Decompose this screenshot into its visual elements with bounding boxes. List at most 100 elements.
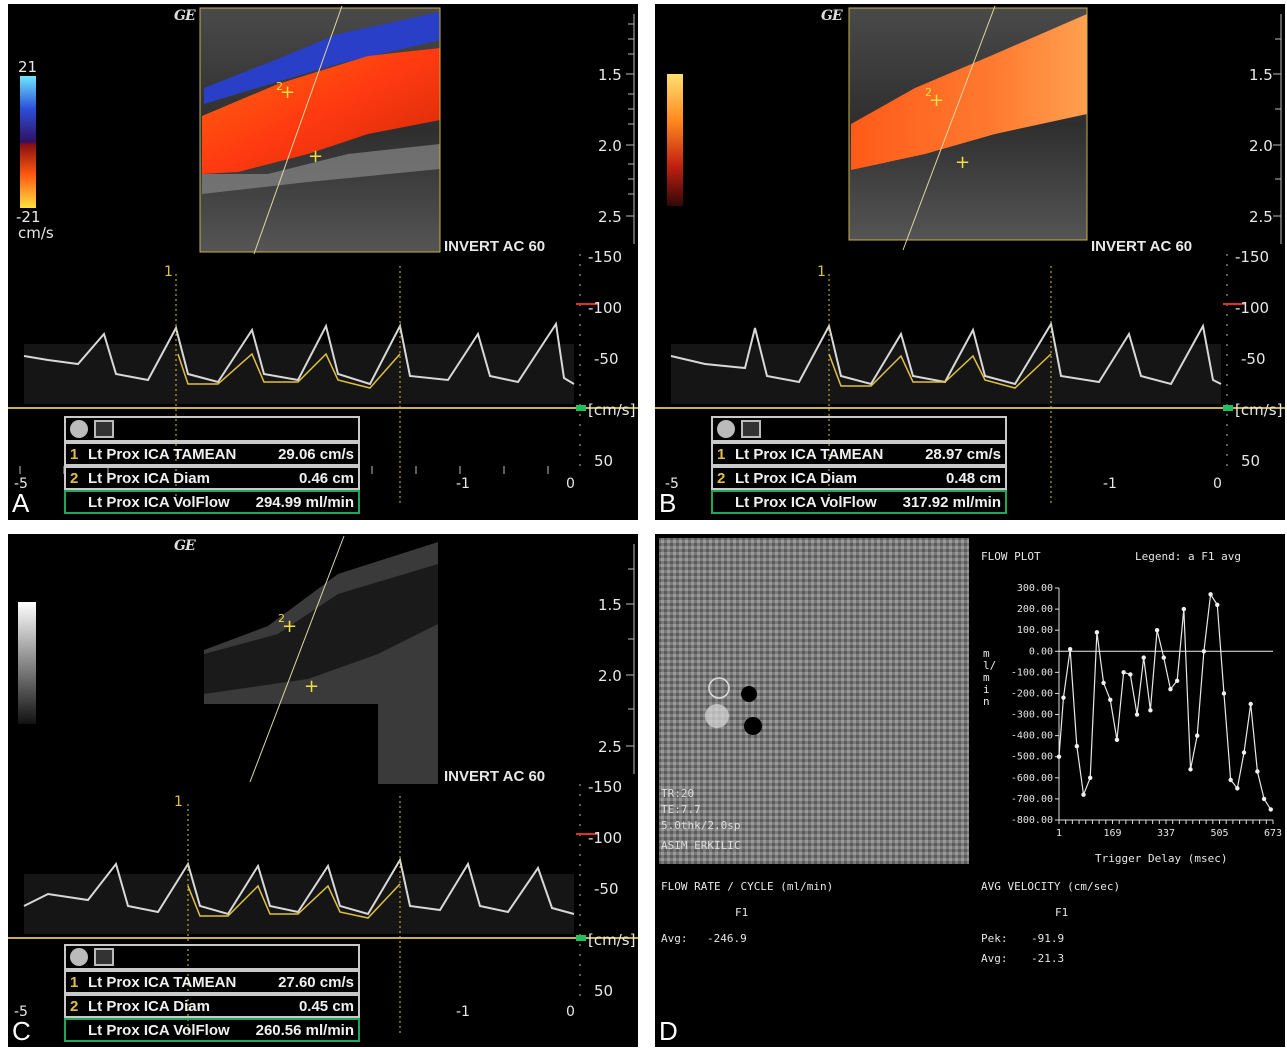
x-tick-label: 337 — [1157, 828, 1175, 839]
power-scale — [667, 74, 683, 206]
mri-flow-panel-d: TR:20 TE:7.7 5.0thk/2.0sp ASIM ERKILIC F… — [655, 534, 1285, 1047]
doppler-spectrum — [23, 857, 575, 934]
flow-data-point — [1141, 655, 1146, 660]
measurement-name: Lt Prox ICA Diam — [88, 997, 210, 1015]
velocity-label: -100 — [1235, 299, 1270, 317]
flow-data-point — [1221, 691, 1227, 696]
flow-data-point — [1128, 672, 1133, 677]
flow-data-point — [1094, 630, 1100, 635]
velocity-label: -50 — [1241, 350, 1266, 368]
mri-param: TR:20 — [661, 787, 695, 800]
report-icon[interactable] — [94, 420, 114, 438]
time-label: 0 — [566, 476, 575, 492]
measurement-name: Lt Prox ICA TAMEAN — [735, 445, 884, 463]
velocity-label: -100 — [588, 299, 623, 317]
flow-data-point — [1134, 712, 1140, 717]
flow-plot-chart: 300.00 200.00 100.00 0.00 -100.00 -200.00 -300… — [1011, 583, 1282, 839]
y-tick-label: 200.00 — [1017, 604, 1053, 615]
flow-data-point — [1215, 602, 1220, 608]
flow-data-point — [1161, 655, 1166, 660]
report-icon[interactable] — [94, 948, 114, 966]
velocity-avg-value: -21.3 — [1031, 952, 1065, 965]
velocity-label: -100 — [588, 829, 623, 847]
flow-data-point — [1188, 767, 1193, 772]
svg-text:+: + — [929, 90, 944, 111]
velocity-unit-label: [cm/s] — [588, 401, 636, 419]
measurement-toolbar — [711, 416, 1007, 442]
svg-text:+: + — [304, 676, 319, 697]
measurement-index: 2 — [70, 997, 79, 1015]
measurement-name: Lt Prox ICA VolFlow — [88, 1021, 230, 1039]
doppler-spectrum — [670, 321, 1222, 404]
flow-data-point — [1195, 733, 1200, 738]
y-axis-unit: ml/min — [983, 647, 997, 708]
measurement-toolbar — [64, 944, 360, 970]
time-label: 0 — [1213, 476, 1222, 492]
measurement-value: 0.45 cm — [298, 997, 354, 1015]
brand-logo: GE — [174, 538, 196, 554]
cursor-marker: 1 — [164, 264, 173, 280]
y-tick-label: -200.00 — [1011, 688, 1053, 699]
doppler-spectrum — [23, 321, 575, 404]
depth-label: 1.5 — [598, 596, 622, 614]
flow-data-point — [1067, 646, 1073, 652]
measurement-index: 1 — [70, 445, 79, 463]
cursor-marker: 1 — [174, 794, 183, 810]
measurement-value: 27.60 cm/s — [278, 973, 354, 991]
velocity-peak-label: Pek: — [981, 932, 1008, 945]
ultrasound-panel-b: + + 2 GE INVERT AC 60 1.5 2.0 2.5 -150 -… — [655, 4, 1285, 520]
panel-letter: B — [659, 488, 677, 518]
record-icon[interactable] — [70, 420, 88, 438]
measurement-row: 1 Lt Prox ICA TAMEAN 28.97 cm/s — [711, 442, 1007, 466]
y-tick-label: -300.00 — [1011, 710, 1053, 721]
record-icon[interactable] — [70, 948, 88, 966]
x-tick-label: 505 — [1210, 828, 1228, 839]
measurement-row: 2 Lt Prox ICA Diam 0.48 cm — [711, 466, 1007, 490]
scale-min-label: -21 — [16, 208, 41, 226]
mri-param: 5.0thk/2.0sp — [661, 819, 741, 832]
ultrasound-panel-c: + + 2 GE INVERT AC 60 1.5 2.0 2.5 -150 -… — [8, 534, 638, 1047]
measurement-value: 317.92 ml/min — [902, 493, 1001, 511]
y-tick-label: -100.00 — [1011, 667, 1053, 678]
measurement-value: 0.46 cm — [298, 469, 354, 487]
flow-data-point — [1255, 769, 1260, 774]
flow-data-point — [1056, 754, 1062, 759]
x-tick-label: 169 — [1103, 828, 1121, 839]
depth-label: 1.5 — [1249, 66, 1273, 84]
velocity-avg-label: Avg: — [981, 952, 1008, 965]
flow-data-point — [1154, 627, 1160, 633]
flow-data-point — [1208, 592, 1213, 597]
y-tick-label: -600.00 — [1011, 773, 1053, 784]
velocity-label: -150 — [588, 248, 623, 266]
mode-label: INVERT AC 60 — [444, 238, 546, 255]
measurement-toolbar — [64, 416, 360, 442]
record-icon[interactable] — [717, 420, 735, 438]
measurement-row: 2 Lt Prox ICA Diam 0.45 cm — [64, 994, 360, 1018]
depth-label: 2.0 — [1249, 137, 1273, 155]
flow-data-point — [1228, 777, 1233, 783]
flow-data-point — [1081, 792, 1086, 797]
time-label: -5 — [14, 1004, 28, 1020]
flow-data-point — [1061, 695, 1066, 700]
measurement-row: 1 Lt Prox ICA TAMEAN 27.60 cm/s — [64, 970, 360, 994]
cursor-marker: 1 — [817, 264, 826, 280]
vein-flow-blue — [204, 12, 440, 104]
flow-data-point — [1181, 606, 1187, 612]
velocity-label: -150 — [1235, 248, 1270, 266]
y-tick-label: 300.00 — [1017, 583, 1053, 594]
time-label: -1 — [1103, 476, 1117, 492]
flow-data-point — [1121, 670, 1126, 675]
flow-data-point — [1108, 697, 1113, 702]
panel-c-graphics: + + 2 — [8, 535, 638, 1034]
y-tick-label: 100.00 — [1017, 625, 1053, 636]
report-icon[interactable] — [741, 420, 761, 438]
measurement-value: 29.06 cm/s — [278, 445, 354, 463]
plot-legend: Legend: a F1 avg — [1135, 550, 1241, 563]
measurement-result-row: Lt Prox ICA VolFlow 317.92 ml/min — [711, 490, 1007, 514]
flow-data-point — [1261, 796, 1267, 802]
svg-text:2: 2 — [278, 612, 285, 625]
x-axis-label: Trigger Delay (msec) — [1095, 852, 1228, 865]
time-label: -5 — [14, 476, 28, 492]
velocity-label: 50 — [1241, 452, 1261, 470]
svg-text:+: + — [955, 152, 970, 173]
